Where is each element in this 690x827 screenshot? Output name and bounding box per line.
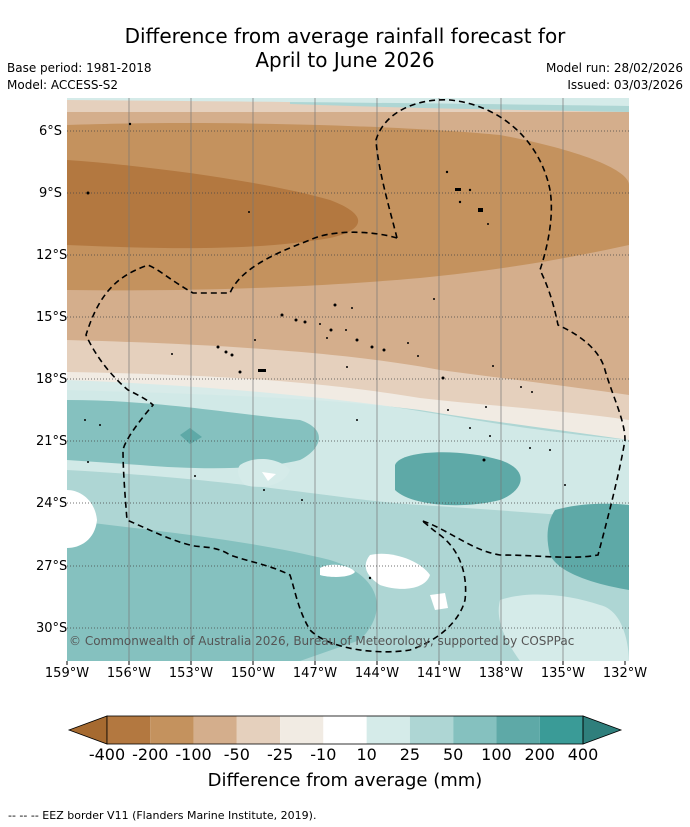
colorbar-tick-label: -25 — [267, 745, 294, 764]
band-minus200 — [67, 160, 359, 249]
colorbar-tick-label: 10 — [356, 745, 377, 764]
eez-footnote: -- -- -- EEZ border V11 (Flanders Marine… — [8, 809, 317, 822]
colorbar-tick-label: -100 — [175, 745, 212, 764]
lon-label-144w: 144°W — [354, 666, 400, 681]
colorbar-tick-label: 50 — [442, 745, 464, 764]
colorbar-tick-label: -200 — [132, 745, 169, 764]
dry-spot-2 — [365, 553, 430, 589]
model-run: Model run: 28/02/2026 — [545, 61, 683, 75]
lon-label-150w: 150°W — [230, 666, 276, 681]
colorbar-segment — [409, 716, 454, 744]
lon-label-138w: 138°W — [478, 666, 524, 681]
colorbar-segment — [150, 716, 194, 744]
latitude-lines — [67, 130, 629, 629]
map-title: Difference from average rainfall forecas… — [0, 24, 690, 72]
lat-label-18s: 18°S — [36, 372, 68, 387]
graticule — [128, 98, 564, 661]
colorbar-segment — [496, 716, 540, 744]
lon-label-132w: 132°W — [602, 666, 648, 681]
colorbar-segment — [366, 716, 410, 744]
meta-right: Model run: 28/02/2026 Issued: 03/03/2026 — [546, 60, 683, 94]
lon-label-135w: 135°W — [540, 666, 586, 681]
colorbar-segment — [453, 716, 497, 744]
colorbar-segment — [107, 716, 151, 744]
issued-date: Issued: 03/03/2026 — [567, 78, 683, 92]
wet-patch-4 — [547, 503, 629, 590]
lat-label-27s: 27°S — [36, 559, 68, 574]
lat-label-30s: 30°S — [36, 621, 68, 636]
islands — [84, 122, 566, 580]
lon-label-141w: 141°W — [416, 666, 462, 681]
title-line-2: April to June 2026 — [255, 48, 435, 72]
lon-label-153w: 153°W — [168, 666, 214, 681]
lat-label-21s: 21°S — [36, 434, 68, 449]
lat-label-12s: 12°S — [36, 248, 68, 263]
lon-ticks — [66, 661, 626, 665]
colorbar-tick-label: 400 — [567, 745, 599, 764]
colorbar-tick-label: -10 — [310, 745, 337, 764]
rainfall-field — [67, 98, 629, 661]
dry-spot-1 — [67, 490, 97, 548]
colorbar-arrow-low — [67, 715, 108, 745]
lat-label-9s: 9°S — [38, 186, 62, 201]
title-line-1: Difference from average rainfall forecas… — [124, 24, 566, 48]
colorbar-tick-label: -400 — [88, 745, 126, 764]
meta-left: Base period: 1981-2018 Model: ACCESS-S2 — [7, 60, 152, 94]
lon-label-147w: 147°W — [292, 666, 338, 681]
colorbar-tick-label: 25 — [399, 745, 421, 764]
copyright-notice: © Commonwealth of Australia 2026, Bureau… — [69, 634, 575, 648]
colorbar-arrow-high — [582, 715, 623, 745]
colorbar-segment — [193, 716, 237, 744]
colorbar-segment — [236, 716, 281, 744]
colorbar-segment — [280, 716, 324, 744]
colorbar — [67, 715, 623, 745]
lat-label-6s: 6°S — [38, 124, 62, 139]
eez-border-west — [85, 231, 467, 653]
band-minus100 — [67, 123, 629, 291]
colorbar-segment — [539, 716, 583, 744]
wet-patch-3 — [395, 452, 521, 506]
colorbar-tick-label: -50 — [223, 745, 250, 764]
dry-spot-5 — [320, 564, 355, 577]
lat-label-24s: 24°S — [36, 496, 68, 511]
colorbar-tick-label: 100 — [481, 745, 512, 764]
lon-label-156w: 156°W — [106, 666, 152, 681]
colorbar-segment — [323, 716, 367, 744]
colorbar-tick-label: 200 — [524, 745, 555, 764]
wet-patch-5 — [67, 520, 377, 661]
lat-label-15s: 15°S — [36, 310, 68, 325]
model-name: Model: ACCESS-S2 — [7, 78, 119, 92]
lon-label-159w: 159°W — [44, 666, 90, 681]
base-period: Base period: 1981-2018 — [7, 61, 152, 75]
eez-border-north — [375, 99, 626, 559]
colorbar-outline — [106, 715, 584, 745]
colorbar-title: Difference from average (mm) — [207, 770, 483, 791]
dry-spot-7 — [498, 594, 629, 661]
dry-spot-4 — [262, 472, 276, 481]
